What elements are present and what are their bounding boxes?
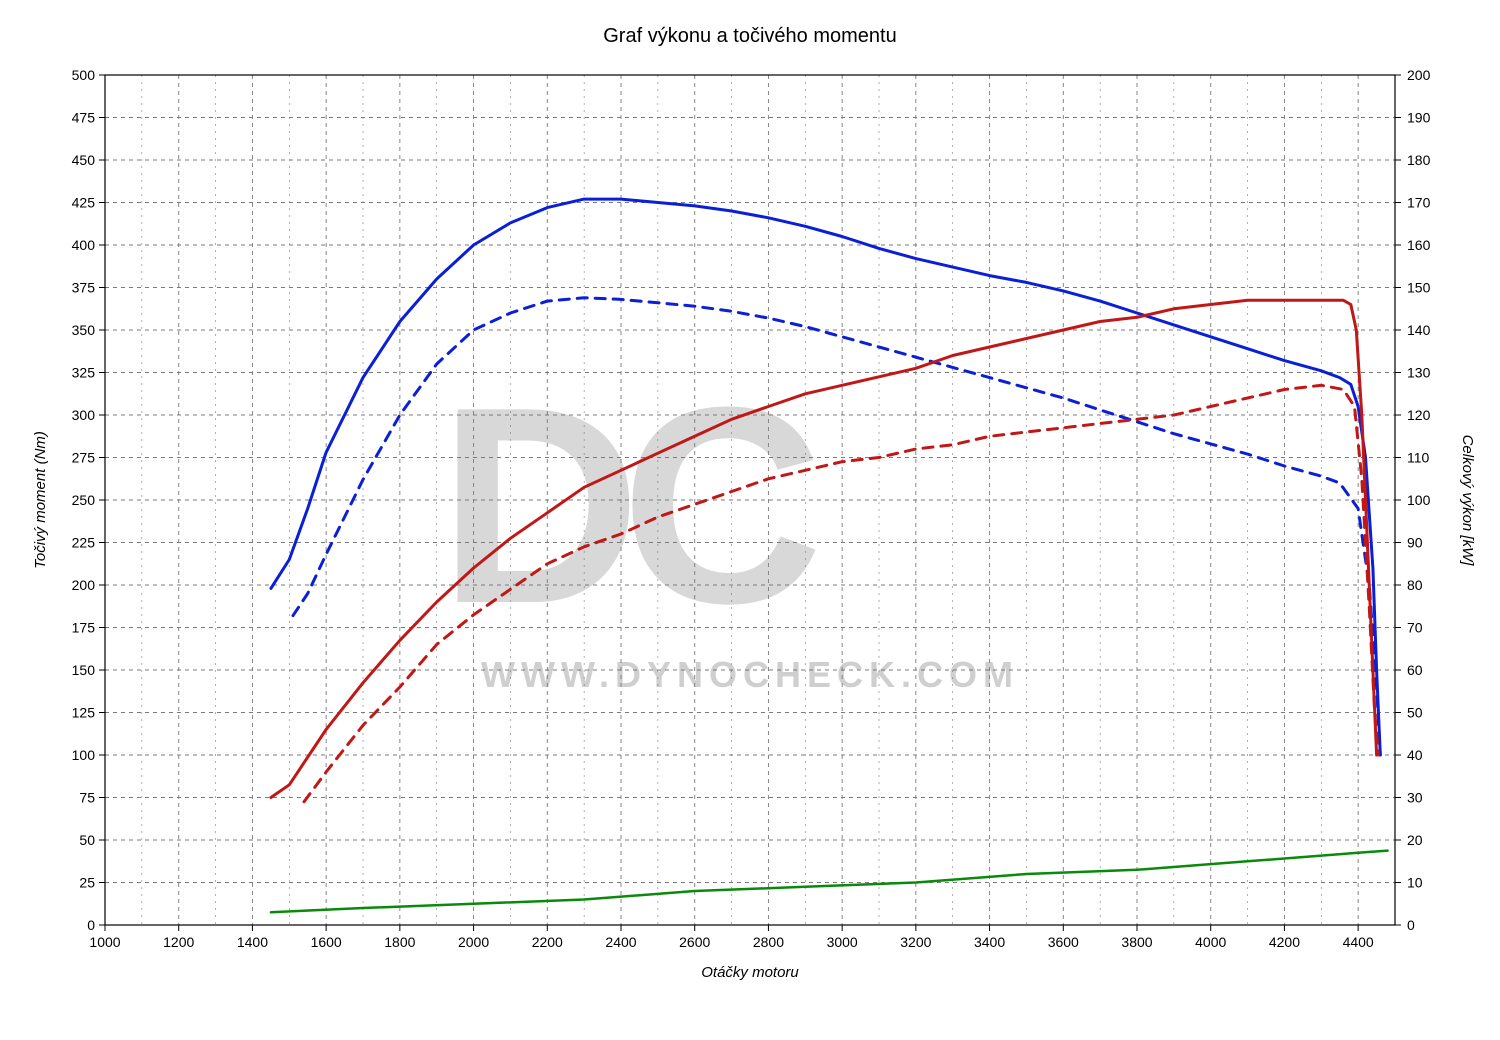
svg-text:2000: 2000	[458, 934, 489, 950]
svg-text:100: 100	[1407, 492, 1431, 508]
svg-text:110: 110	[1407, 450, 1430, 466]
svg-text:475: 475	[72, 110, 96, 126]
svg-text:200: 200	[1407, 67, 1431, 83]
svg-text:1800: 1800	[384, 934, 415, 950]
svg-text:190: 190	[1407, 110, 1431, 126]
dyno-chart: DCWWW.DYNOCHECK.COM Graf výkonu a točivéh…	[0, 0, 1500, 1040]
svg-text:2600: 2600	[679, 934, 710, 950]
svg-text:175: 175	[72, 620, 96, 636]
svg-text:100: 100	[72, 747, 96, 763]
svg-text:90: 90	[1407, 535, 1423, 551]
svg-text:50: 50	[79, 832, 95, 848]
svg-text:250: 250	[72, 492, 96, 508]
svg-text:160: 160	[1407, 237, 1431, 253]
svg-text:70: 70	[1407, 620, 1423, 636]
svg-text:450: 450	[72, 152, 96, 168]
svg-text:130: 130	[1407, 365, 1431, 381]
svg-text:400: 400	[72, 237, 96, 253]
svg-text:325: 325	[72, 365, 96, 381]
svg-text:80: 80	[1407, 577, 1423, 593]
svg-text:1200: 1200	[163, 934, 194, 950]
svg-text:30: 30	[1407, 790, 1423, 806]
svg-text:4000: 4000	[1195, 934, 1226, 950]
svg-text:10: 10	[1407, 875, 1423, 891]
svg-text:150: 150	[72, 662, 96, 678]
svg-text:3600: 3600	[1048, 934, 1079, 950]
svg-text:3400: 3400	[974, 934, 1005, 950]
svg-text:1600: 1600	[311, 934, 342, 950]
svg-text:3000: 3000	[827, 934, 858, 950]
svg-text:500: 500	[72, 67, 96, 83]
svg-text:200: 200	[72, 577, 96, 593]
y-left-label: Točivý moment (Nm)	[32, 431, 49, 569]
svg-text:25: 25	[79, 875, 95, 891]
chart-svg: DCWWW.DYNOCHECK.COM Graf výkonu a točivéh…	[0, 0, 1500, 1040]
svg-text:125: 125	[72, 705, 96, 721]
svg-text:60: 60	[1407, 662, 1423, 678]
svg-text:3800: 3800	[1121, 934, 1152, 950]
svg-text:120: 120	[1407, 407, 1431, 423]
svg-text:WWW.DYNOCHECK.COM: WWW.DYNOCHECK.COM	[481, 654, 1019, 695]
svg-text:3200: 3200	[900, 934, 931, 950]
svg-text:425: 425	[72, 195, 96, 211]
chart-title: Graf výkonu a točivého momentu	[603, 25, 896, 47]
svg-text:4200: 4200	[1269, 934, 1300, 950]
svg-text:300: 300	[72, 407, 96, 423]
svg-text:40: 40	[1407, 747, 1423, 763]
svg-text:2800: 2800	[753, 934, 784, 950]
svg-text:140: 140	[1407, 322, 1431, 338]
svg-text:180: 180	[1407, 152, 1431, 168]
svg-text:4400: 4400	[1343, 934, 1374, 950]
svg-text:DC: DC	[439, 350, 818, 662]
svg-text:275: 275	[72, 450, 96, 466]
y-right-label: Celkový výkon [kW]	[1459, 435, 1476, 567]
svg-text:225: 225	[72, 535, 96, 551]
svg-text:375: 375	[72, 280, 96, 296]
svg-text:350: 350	[72, 322, 96, 338]
svg-text:0: 0	[1407, 917, 1415, 933]
svg-text:150: 150	[1407, 280, 1431, 296]
svg-text:50: 50	[1407, 705, 1423, 721]
svg-text:170: 170	[1407, 195, 1431, 211]
svg-text:20: 20	[1407, 832, 1423, 848]
x-axis-label: Otáčky motoru	[701, 964, 799, 981]
svg-text:1000: 1000	[89, 934, 120, 950]
svg-text:75: 75	[79, 790, 95, 806]
svg-text:1400: 1400	[237, 934, 268, 950]
svg-text:0: 0	[87, 917, 95, 933]
svg-text:2200: 2200	[532, 934, 563, 950]
svg-text:2400: 2400	[605, 934, 636, 950]
